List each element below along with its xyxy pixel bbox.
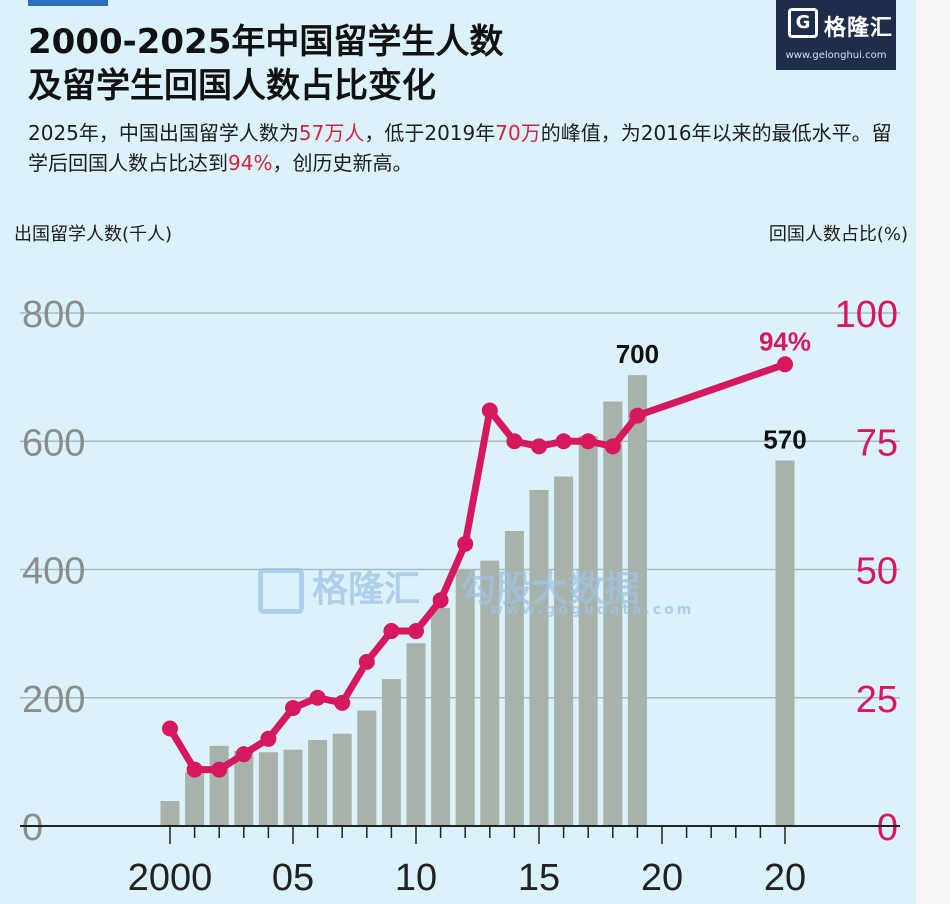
right-tick-label: 100 [835, 294, 898, 336]
bar [185, 772, 205, 826]
left-tick-label: 400 [22, 551, 85, 593]
bar [627, 375, 647, 826]
share-point [777, 356, 793, 373]
bar [480, 560, 500, 826]
right-tick-label: 0 [877, 807, 898, 849]
left-tick-label: 600 [22, 422, 85, 464]
share-point [309, 689, 326, 706]
subtitle-text: ，创历史新高。 [272, 151, 413, 175]
x-tick-label: 2000 [128, 857, 213, 899]
share-point [629, 407, 646, 424]
bar [283, 749, 303, 826]
chart-subtitle: 2025年，中国出国留学人数为57万人，低于2019年70万的峰值，为2016年… [28, 118, 898, 178]
gelonghui-logo: G 格隆汇 www.gelonghui.com [776, 0, 896, 70]
bar [455, 569, 475, 826]
x-tick-label: 20 [641, 857, 683, 899]
right-tick-label: 50 [856, 551, 898, 593]
bar [775, 460, 795, 826]
share-point [408, 623, 424, 640]
data-label: 700 [616, 339, 659, 369]
subtitle-text: 的峰值，为2016年以来的最低水平。留学后回国人数占比达到 [28, 121, 892, 175]
subtitle-text: 2025年，中国出国留学人数为 [28, 121, 299, 145]
logo-name: 格隆汇 [824, 16, 894, 41]
share-point [334, 694, 351, 711]
bar [554, 476, 574, 826]
logo-g-icon: G [788, 8, 818, 38]
chart-title-line-1: 2000-2025年中国留学生人数 [28, 22, 504, 62]
bar [258, 752, 278, 826]
share-point [531, 438, 547, 455]
share-point [186, 761, 203, 778]
chart-title: 2000-2025年中国留学生人数 及留学生回国人数占比变化 [28, 20, 503, 108]
subtitle-highlight: 57万人 [298, 121, 365, 145]
x-tick-label: 10 [395, 857, 437, 899]
share-point [383, 623, 400, 640]
share-point [285, 700, 301, 717]
watermark-url: www.gogudata.com [490, 602, 695, 618]
right-axis-title: 回国人数占比(%) [768, 224, 908, 245]
bar [160, 800, 180, 826]
bar [578, 436, 598, 826]
bar [308, 740, 328, 826]
x-tick-label: 15 [518, 857, 560, 899]
bar [431, 607, 451, 826]
share-point [358, 653, 375, 670]
bar [529, 489, 549, 826]
top-accent-bar [28, 0, 108, 6]
x-tick-label: 20 [764, 857, 806, 899]
bar [209, 745, 229, 826]
subtitle-highlight: 70万 [495, 121, 541, 145]
subtitle-highlight: 94% [228, 151, 273, 175]
watermark: 格隆汇 勾股大数据 www.gogudata.com [258, 560, 691, 618]
watermark-name-2: 勾股大数据 [460, 569, 641, 610]
share-point [235, 746, 252, 763]
bar [332, 733, 352, 826]
bar [234, 750, 254, 826]
page-margin [916, 0, 950, 904]
subtitle-text: ，低于2019年 [364, 121, 496, 145]
bar [381, 679, 401, 826]
share-point [457, 535, 474, 552]
share-point [580, 433, 597, 450]
left-tick-label: 0 [22, 807, 43, 849]
watermark-name: 格隆汇 [312, 569, 421, 610]
share-point [604, 438, 621, 455]
watermark-logo-icon [258, 568, 304, 614]
logo-url: www.gelonghui.com [785, 50, 887, 61]
bar [406, 643, 426, 826]
left-tick-label: 200 [22, 679, 85, 721]
data-label: 94% [759, 326, 811, 356]
left-tick-label: 800 [22, 294, 85, 336]
bar [603, 401, 623, 826]
bar [357, 710, 377, 826]
bar [504, 531, 524, 826]
share-point [481, 402, 498, 419]
x-tick-label: 05 [272, 857, 314, 899]
share-point [211, 761, 228, 778]
right-tick-label: 75 [856, 422, 898, 464]
left-axis-title: 出国留学人数(千人) [14, 224, 173, 245]
chart-title-line-2: 及留学生回国人数占比变化 [28, 66, 436, 106]
combo-chart: 0 200 400 600 800 0 25 50 75 100 2000 05 10 15 20 20 700… [20, 294, 900, 899]
right-tick-label: 25 [856, 679, 898, 721]
share-point [506, 433, 523, 450]
data-label: 570 [763, 424, 806, 454]
share-point [260, 730, 277, 747]
share-point [162, 720, 178, 737]
share-point [555, 433, 572, 450]
share-point [432, 592, 449, 609]
